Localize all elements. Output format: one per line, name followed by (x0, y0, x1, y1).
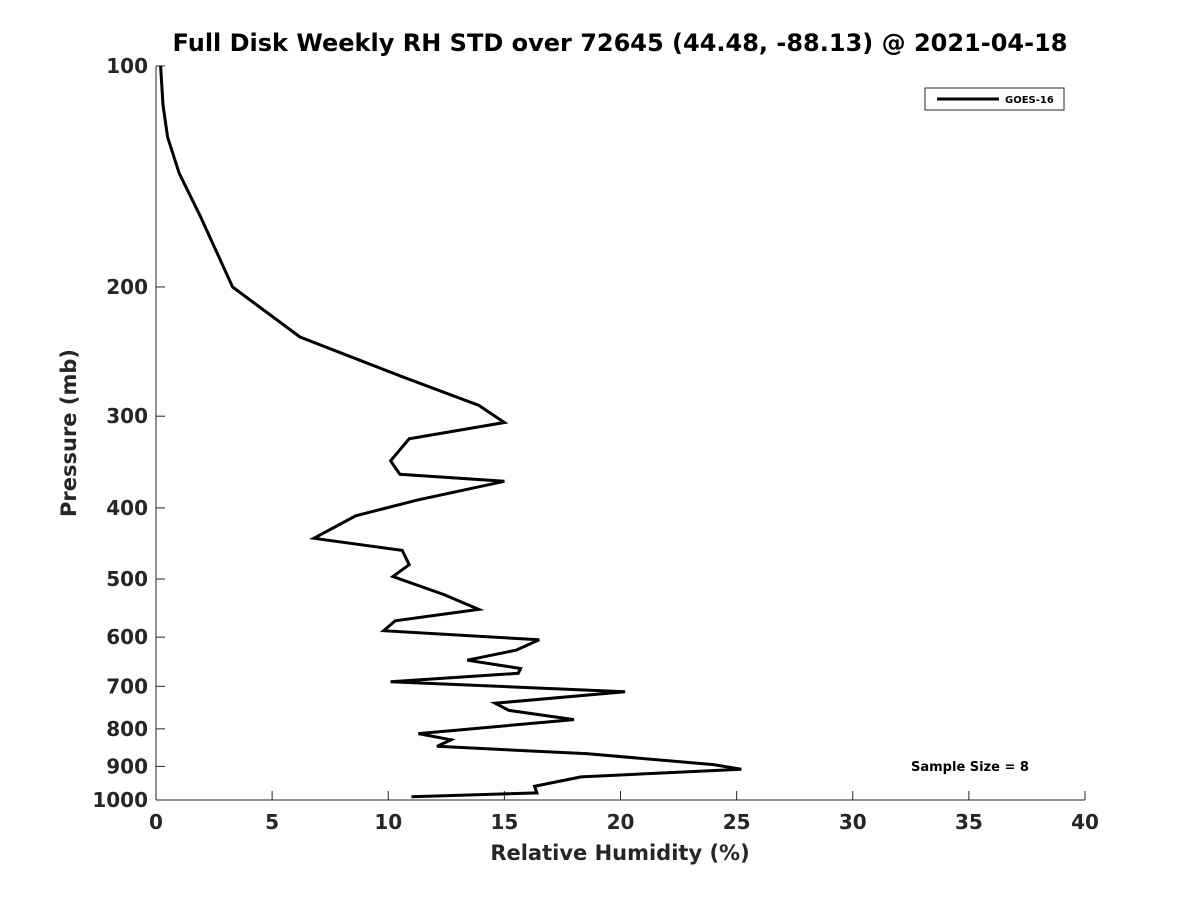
y-tick-label: 900 (106, 754, 148, 778)
y-axis-ticks: 100 200 300 400 500 600 700 800 900 1000 (92, 54, 165, 812)
y-tick-label: 1000 (92, 788, 148, 812)
x-tick-label: 10 (374, 810, 402, 834)
y-tick-label: 700 (106, 674, 148, 698)
legend-label: GOES-16 (1005, 95, 1054, 106)
series-layer (159, 65, 742, 799)
x-axis-ticks: 0 5 10 15 20 25 30 35 40 (149, 791, 1099, 834)
x-tick-label: 0 (149, 810, 163, 834)
x-axis-label: Relative Humidity (%) (490, 841, 749, 865)
y-tick-label: 500 (106, 567, 148, 591)
y-tick-label: 800 (106, 717, 148, 741)
series-line-goes-16 (159, 65, 742, 799)
legend: GOES-16 (924, 87, 1065, 111)
x-tick-label: 20 (607, 810, 635, 834)
x-tick-label: 5 (265, 810, 279, 834)
x-tick-label: 15 (490, 810, 518, 834)
x-tick-label: 25 (723, 810, 751, 834)
y-tick-label: 200 (106, 275, 148, 299)
chart-title: Full Disk Weekly RH STD over 72645 (44.4… (172, 29, 1068, 57)
axes (155, 66, 1085, 801)
y-axis-label: Pressure (mb) (57, 349, 81, 517)
x-tick-label: 40 (1071, 810, 1099, 834)
y-tick-label: 400 (106, 496, 148, 520)
x-tick-label: 35 (955, 810, 983, 834)
y-tick-label: 100 (106, 54, 148, 78)
x-tick-label: 30 (839, 810, 867, 834)
sample-size-annotation: Sample Size = 8 (911, 760, 1029, 775)
y-tick-label: 300 (106, 404, 148, 428)
y-tick-label: 600 (106, 625, 148, 649)
